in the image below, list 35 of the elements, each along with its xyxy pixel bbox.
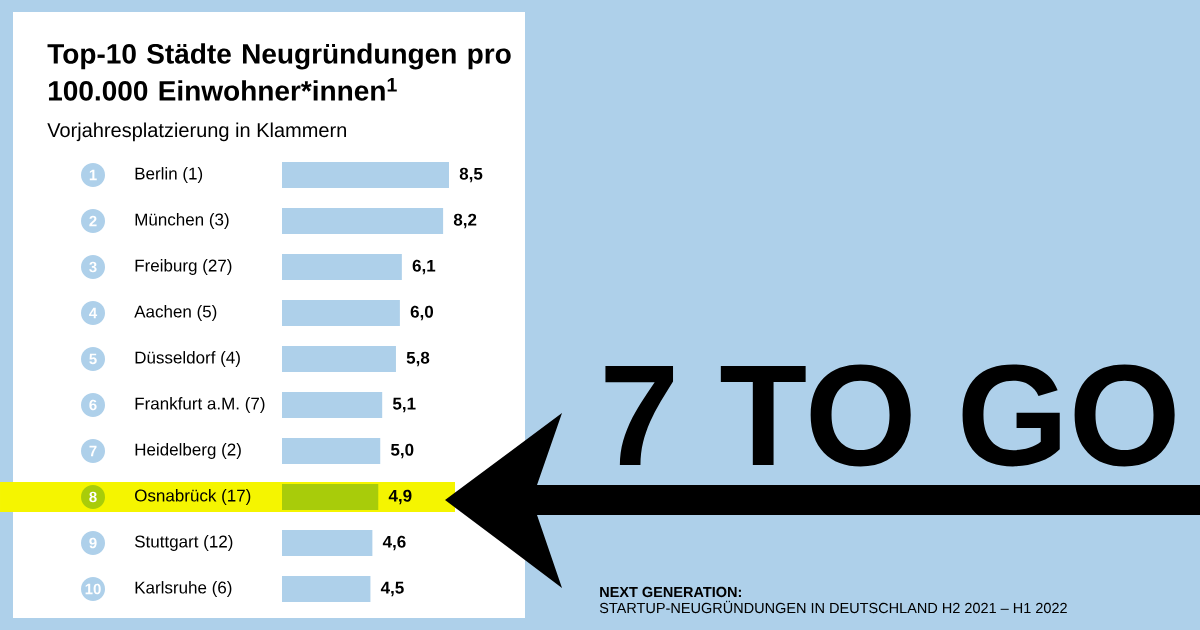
y-tick-label: München (3): [135, 213, 229, 229]
y-tick-label: Düsseldorf (4): [135, 351, 240, 367]
y-tick-label: Heidelberg (2): [135, 443, 241, 459]
text: 5: [89, 353, 97, 365]
y-tick-label: Aachen (5): [134, 305, 217, 321]
text: 9: [89, 537, 97, 549]
y-tick-label: Stuttgart (12): [134, 535, 233, 551]
text: STARTUP-NEUGRÜNDUNGEN IN DEUTSCHLAND H2 2021 – H1 2022: [599, 600, 1067, 614]
data-label: 4,9: [388, 489, 412, 505]
chart-title: Top-10 Städte Neugründungen pro 100.000 Einwohner*innen$^{1}$: [47, 43, 511, 101]
text: 2: [89, 215, 97, 227]
text: 1: [89, 169, 97, 181]
data-label: 4,6: [382, 535, 406, 551]
data-label: 8,2: [453, 213, 477, 229]
data-label: 4,5: [380, 581, 404, 597]
text: 7: [89, 445, 97, 457]
chart-subtitle: Vorjahresplatzierung in Klammern: [47, 122, 346, 142]
text: 7 TO GO: [605, 364, 1175, 467]
y-tick-label: Berlin (1): [135, 167, 203, 183]
text: 8: [89, 491, 97, 503]
text: 6: [89, 399, 97, 411]
data-label: 5,1: [392, 397, 416, 413]
data-label: 6,1: [412, 259, 436, 275]
data-label: 5,8: [406, 351, 430, 367]
y-tick-label: Freiburg (27): [135, 259, 232, 275]
text: 4: [89, 307, 98, 319]
y-tick-label: Osnabrück (17): [135, 489, 251, 505]
y-tick-label: Frankfurt a.M. (7): [135, 397, 265, 413]
text: 10: [85, 583, 101, 595]
data-label: 8,5: [459, 167, 483, 183]
y-tick-label: Karlsruhe (6): [135, 581, 232, 597]
data-label: 6,0: [410, 305, 434, 321]
text: NEXT GENERATION:: [600, 586, 741, 598]
text: 3: [89, 261, 97, 273]
data-label: 5,0: [390, 443, 414, 459]
